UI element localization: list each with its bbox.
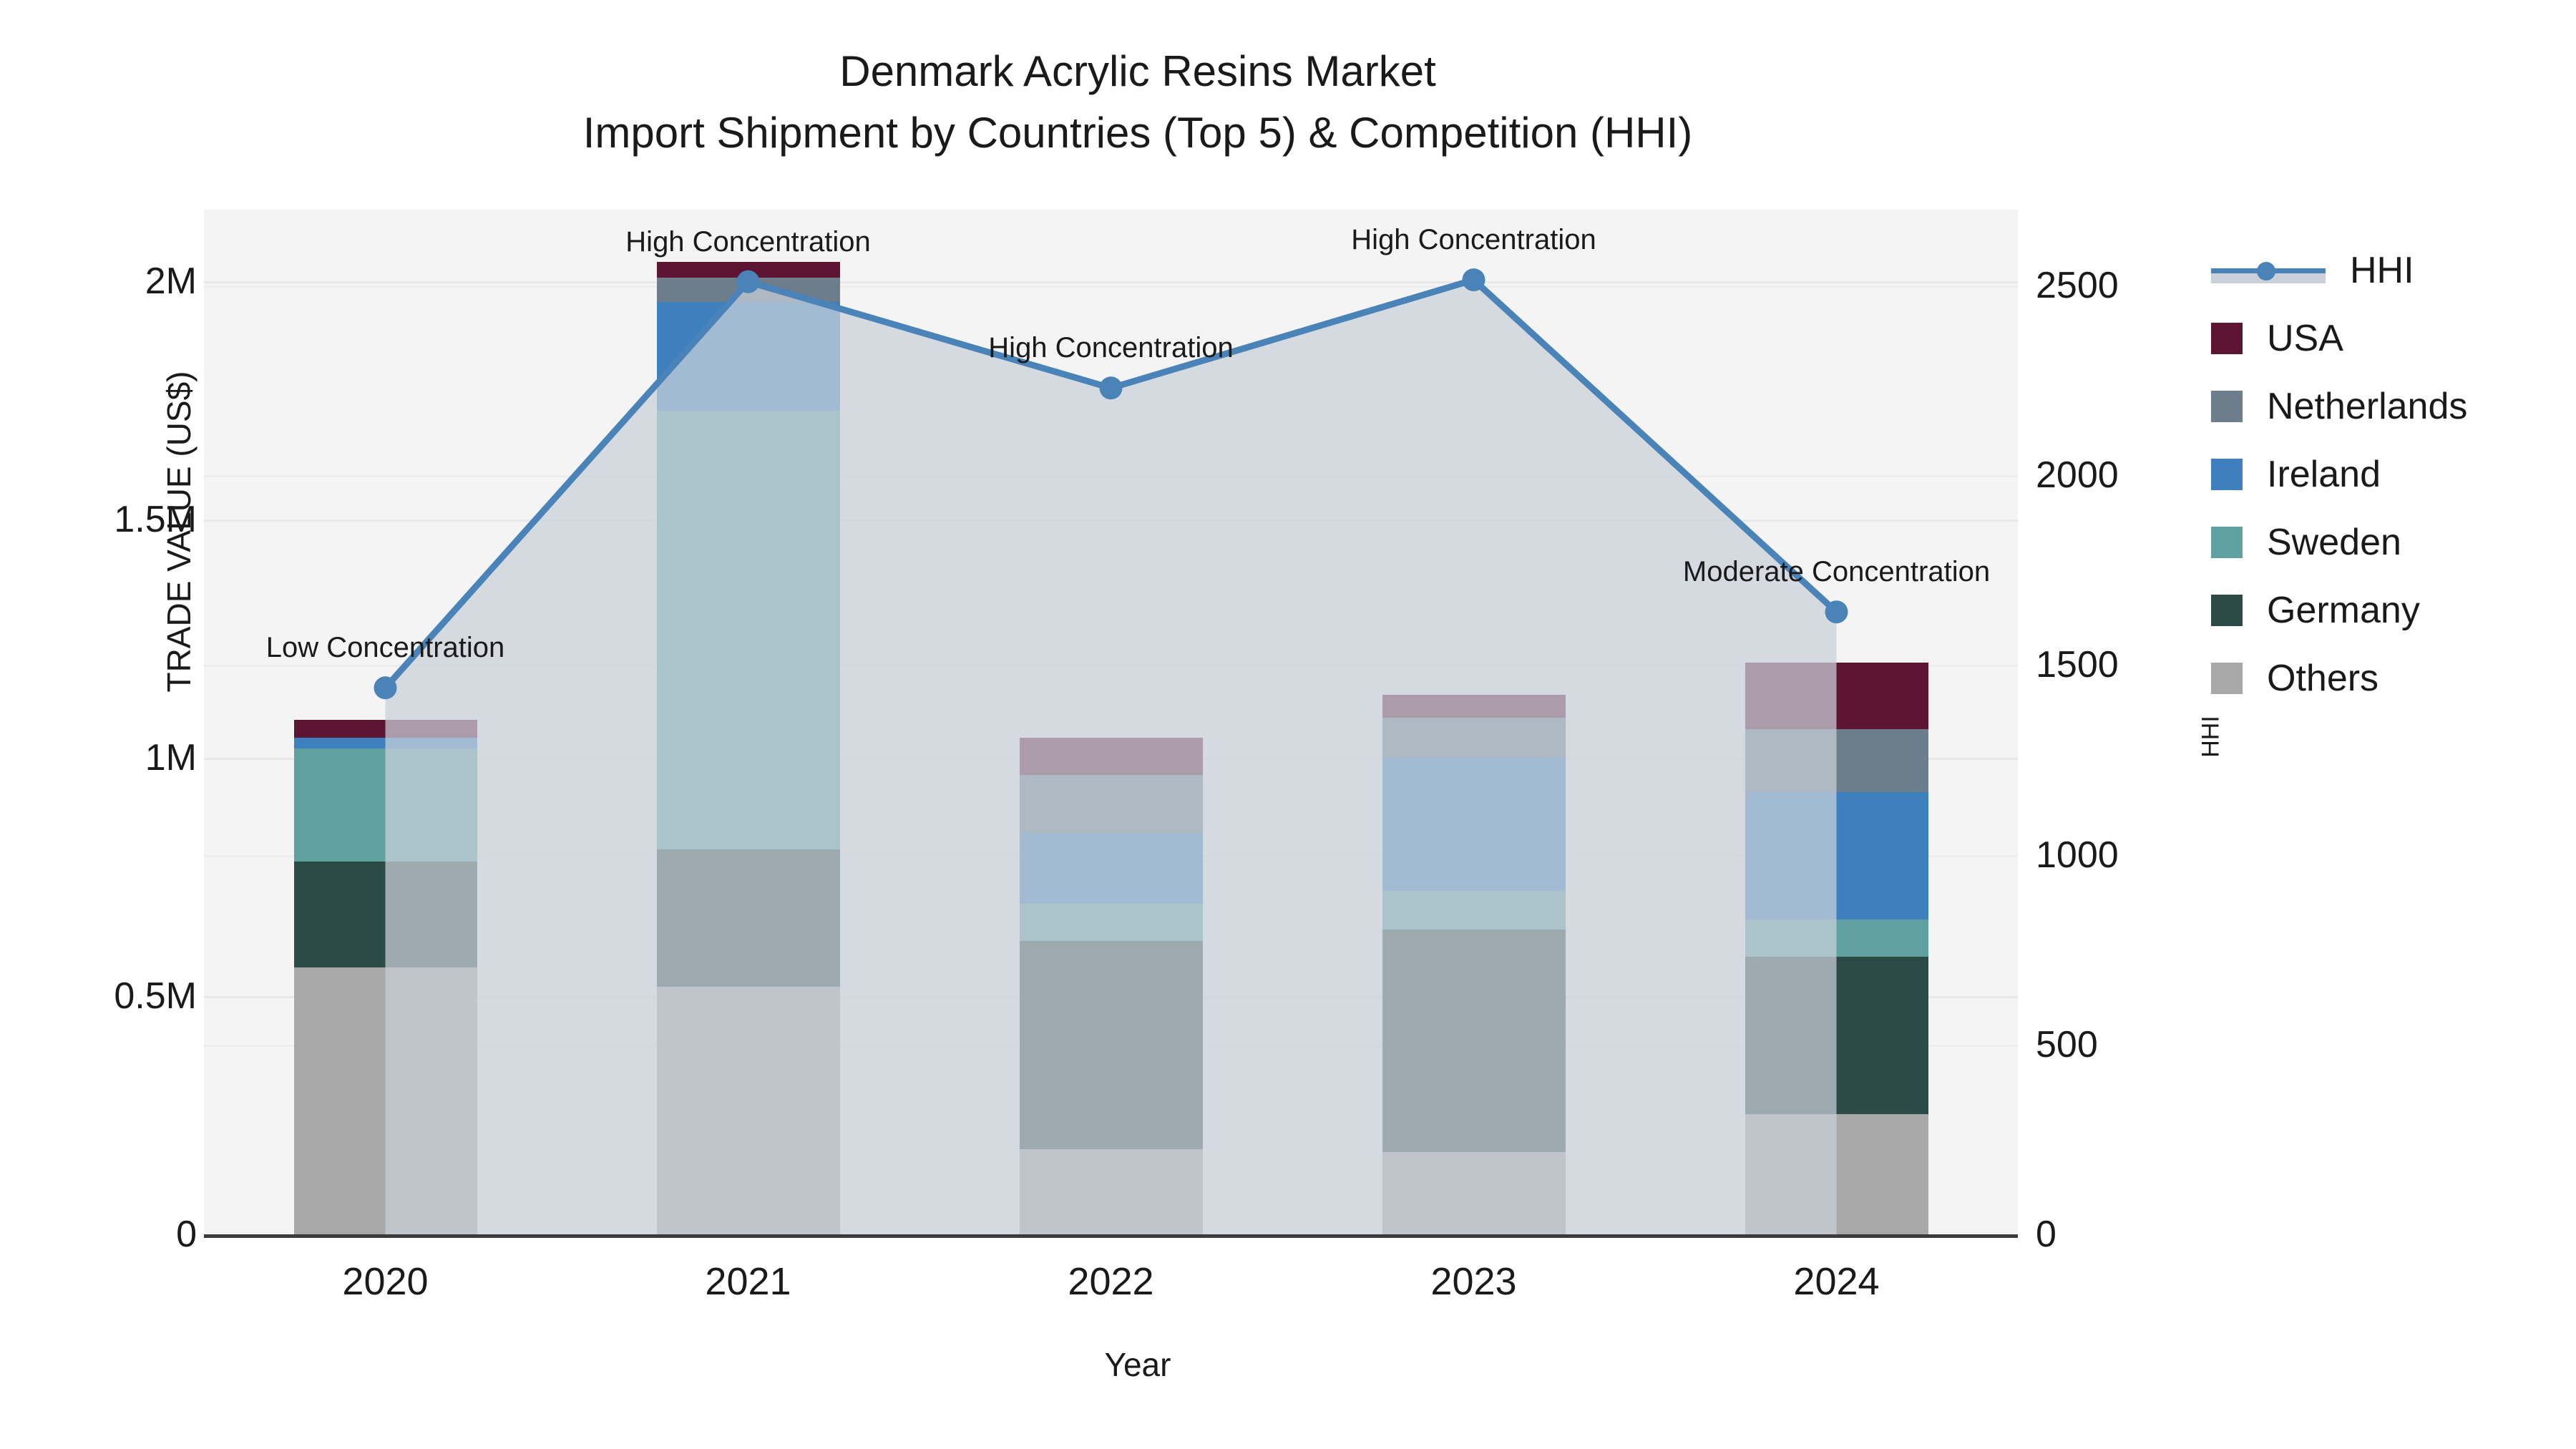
gridline-secondary	[204, 286, 2018, 288]
legend-label: Netherlands	[2267, 385, 2468, 427]
legend-swatch-icon	[2211, 458, 2243, 490]
legend-label: Sweden	[2267, 521, 2401, 563]
hhi-annotation: Low Concentration	[265, 632, 505, 664]
legend-item-netherlands[interactable]: Netherlands	[2211, 372, 2467, 440]
legend-label: USA	[2267, 317, 2343, 359]
legend-label: Ireland	[2267, 453, 2381, 495]
hhi-annotation: High Concentration	[625, 225, 871, 258]
hhi-marker[interactable]	[1825, 600, 1848, 624]
y-tick-label-left: 1.5M	[114, 498, 197, 540]
legend-swatch-icon	[2211, 662, 2243, 694]
y-tick-label-right: 2000	[2036, 454, 2119, 497]
legend-item-usa[interactable]: USA	[2211, 304, 2467, 372]
hhi-overlay	[374, 268, 1848, 1234]
y-tick-label-left: 1M	[145, 736, 197, 779]
y-tick-label-left: 0	[176, 1214, 197, 1255]
x-tick-label: 2020	[342, 1260, 429, 1303]
legend-swatch-icon	[2211, 390, 2243, 422]
legend-line-icon	[2211, 255, 2326, 286]
x-tick-label: 2023	[1430, 1260, 1517, 1303]
legend-item-sweden[interactable]: Sweden	[2211, 508, 2467, 576]
y-axis-label-left: TRADE VALUE (US$)	[160, 371, 197, 693]
x-tick-label: 2021	[705, 1260, 791, 1303]
y-tick-label-left: 2M	[145, 260, 197, 302]
hhi-marker[interactable]	[374, 676, 397, 700]
chart-title-block: Denmark Acrylic Resins Market Import Shi…	[0, 50, 2275, 155]
x-tick-label: 2024	[1793, 1260, 1880, 1303]
hhi-annotation: High Concentration	[1351, 224, 1596, 256]
y-tick-label-right: 1000	[2036, 834, 2119, 876]
hhi-marker[interactable]	[736, 270, 760, 293]
legend-swatch-icon	[2211, 594, 2243, 626]
hhi-area	[385, 280, 1837, 1234]
y-tick-label-right: 1500	[2036, 644, 2119, 686]
hhi-annotation: Moderate Concentration	[1682, 556, 1991, 588]
legend-item-hhi[interactable]: HHI	[2211, 236, 2467, 304]
legend-item-germany[interactable]: Germany	[2211, 576, 2467, 644]
legend-swatch-icon	[2211, 322, 2243, 354]
legend-swatch-icon	[2211, 526, 2243, 558]
y-tick-label-right: 500	[2036, 1023, 2098, 1065]
hhi-marker[interactable]	[1099, 376, 1123, 400]
y-tick-label-left: 0.5M	[114, 975, 197, 1017]
x-axis-label: Year	[1104, 1346, 1171, 1383]
gridline	[204, 280, 2018, 283]
chart-title: Denmark Acrylic Resins Market	[839, 47, 1436, 95]
legend-item-ireland[interactable]: Ireland	[2211, 440, 2467, 508]
chart-legend: HHI USA Netherlands Ireland Sweden Germany Oth…	[2211, 236, 2467, 712]
legend-label: Others	[2267, 657, 2379, 699]
legend-item-others[interactable]: Others	[2211, 644, 2467, 712]
legend-label: HHI	[2350, 249, 2414, 291]
hhi-annotation: High Concentration	[988, 332, 1234, 364]
hhi-marker[interactable]	[1462, 268, 1485, 292]
legend-label: Germany	[2267, 589, 2420, 631]
y-tick-label-right: 0	[2036, 1214, 2057, 1255]
chart-subtitle: Import Shipment by Countries (Top 5) & C…	[582, 109, 1693, 157]
y-tick-label-right: 2500	[2036, 265, 2119, 307]
x-axis-line	[204, 1234, 2018, 1238]
x-tick-label: 2022	[1068, 1260, 1154, 1303]
bar-segment[interactable]	[656, 262, 840, 278]
